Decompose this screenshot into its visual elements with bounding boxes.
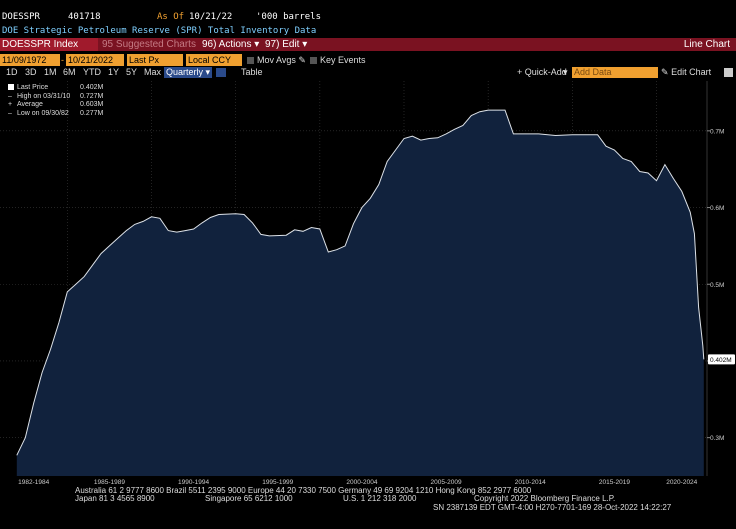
inventory-area: [16, 110, 704, 476]
range-1d-button[interactable]: 1D: [6, 67, 18, 77]
x-tick-label: 2020-2024: [666, 479, 697, 486]
x-tick-label: 2005-2009: [431, 479, 462, 486]
legend-item: – Low on 09/30/82 0.277M: [8, 109, 103, 119]
range-1m-button[interactable]: 1M: [44, 67, 57, 77]
edit-menu[interactable]: 97) Edit ▾: [265, 38, 307, 51]
chevron-down-icon[interactable]: ▾: [563, 67, 568, 77]
legend-label: High on 03/31/10: [17, 92, 71, 100]
start-date-field[interactable]: 11/09/1972: [0, 54, 60, 66]
legend-spacer: –: [8, 109, 12, 117]
x-tick-label: 1985-1989: [94, 479, 125, 486]
chart-legend: Last Price 0.402M – High on 03/31/10 0.727M…: [8, 84, 103, 119]
add-data-input[interactable]: Add Data: [572, 67, 658, 78]
y-tick-label: 0.5M: [710, 282, 724, 289]
settings-icon[interactable]: [724, 68, 733, 77]
y-axis: 0.3M0.4M0.5M0.6M0.7M: [707, 128, 724, 442]
x-tick-label: 1995-1999: [262, 479, 293, 486]
legend-label: Low on 09/30/82: [17, 109, 69, 117]
checkbox-icon: [247, 57, 254, 65]
legend-label: Last Price: [17, 84, 49, 91]
end-date-field[interactable]: 10/21/2022: [66, 54, 124, 66]
footer-copyright: Copyright 2022 Bloomberg Finance L.P.: [474, 494, 616, 503]
line-chart[interactable]: 0.3M0.4M0.5M0.6M0.7M 1982-19841985-19891…: [0, 79, 736, 487]
chart-view-label: Line Chart: [683, 39, 730, 50]
range-6m-button[interactable]: 6M: [63, 67, 76, 77]
table-button[interactable]: Table: [241, 67, 263, 77]
x-axis: 1982-1984 1985-1989 1990-1994 1995-1999 2000…: [18, 479, 698, 486]
last-value-label: 0.402M: [710, 357, 732, 364]
range-5y-button[interactable]: 5Y: [126, 67, 138, 77]
legend-value: 0.402M: [80, 84, 104, 91]
series-description: DOE Strategic Petroleum Reserve (SPR) To…: [2, 26, 317, 36]
units-label: '000 barrels: [256, 12, 322, 22]
series-swatch: [8, 84, 14, 90]
actions-label: 96) Actions: [202, 39, 252, 50]
mov-avgs-label: Mov Avgs: [257, 55, 296, 65]
key-events-toggle[interactable]: Key Events: [310, 54, 366, 66]
x-tick-label: 1982-1984: [18, 479, 49, 486]
footer-us: U.S. 1 212 318 2000: [343, 494, 417, 503]
price-field-select[interactable]: Last Px: [127, 54, 183, 66]
pencil-icon: ✎: [298, 55, 306, 65]
chart-type-icon[interactable]: [216, 68, 226, 77]
chevron-down-icon: ▾: [205, 67, 211, 77]
footer-contacts: Australia 61 2 9777 8600 Brazil 5511 239…: [75, 486, 532, 495]
edit-chart-label: Edit Chart: [671, 67, 712, 77]
footer-japan: Japan 81 3 4565 8900: [75, 494, 155, 503]
legend-item: – High on 03/31/10 0.727M: [8, 92, 103, 102]
legend-value: 0.277M: [80, 109, 104, 117]
y-tick-label: 0.6M: [710, 205, 724, 212]
edit-chart-button[interactable]: ✎ Edit Chart: [661, 67, 711, 78]
last-value-marker: 0.402M: [708, 354, 735, 365]
footer-session: SN 2387139 EDT GMT-4:00 H270-7701-169 28…: [433, 503, 672, 512]
quick-add-button[interactable]: + Quick-Add: [517, 67, 567, 77]
legend-item: Last Price 0.402M: [8, 84, 103, 93]
y-tick-label: 0.7M: [710, 128, 724, 135]
range-controls: 1D 3D 1M 6M YTD 1Y 5Y Max Quarterly ▾ Ta…: [0, 67, 736, 78]
footer-singapore: Singapore 65 6212 1000: [205, 494, 293, 503]
mov-avgs-toggle[interactable]: Mov Avgs ✎: [247, 54, 306, 66]
legend-label: Average: [17, 101, 43, 108]
date-separator: -: [61, 55, 64, 65]
x-tick-label: 2000-2004: [346, 479, 377, 486]
key-events-label: Key Events: [320, 55, 366, 65]
currency-select[interactable]: Local CCY: [186, 54, 242, 66]
legend-spacer: +: [8, 101, 13, 108]
x-tick-label: 2015-2019: [599, 479, 630, 486]
suggested-charts-button[interactable]: 95 Suggested Charts: [102, 39, 196, 50]
y-tick-label: 0.3M: [710, 435, 724, 442]
checkbox-icon: [310, 57, 317, 65]
date-controls: 11/09/1972 - 10/21/2022 Last Px Local CC…: [0, 54, 736, 66]
range-max-button[interactable]: Max: [144, 67, 162, 77]
pencil-icon: ✎: [661, 67, 669, 77]
as-of-label: As Of: [157, 12, 185, 22]
chevron-down-icon: ▾: [302, 39, 308, 50]
frequency-select[interactable]: Quarterly ▾: [164, 67, 212, 78]
x-tick-label: 2010-2014: [515, 479, 546, 486]
x-tick-label: 1990-1994: [178, 479, 209, 486]
legend-value: 0.727M: [80, 92, 104, 100]
last-value: 401718: [68, 12, 101, 22]
actions-menu[interactable]: 96) Actions ▾: [202, 38, 259, 51]
legend-spacer: –: [8, 92, 12, 100]
edit-label: 97) Edit: [265, 39, 300, 50]
legend-item: + Average 0.603M: [8, 101, 103, 110]
range-ytd-button[interactable]: YTD: [83, 67, 101, 77]
ticker-symbol: DOESSPR: [2, 12, 40, 22]
title-bar: DOESSPR Index 95 Suggested Charts 96) Ac…: [0, 38, 736, 51]
range-3d-button[interactable]: 3D: [25, 67, 37, 77]
frequency-label: Quarterly: [166, 67, 204, 77]
chevron-down-icon: ▾: [254, 39, 260, 50]
inventory-line: [16, 109, 705, 456]
last-value-badge: [708, 354, 735, 365]
as-of-date: 10/21/22: [189, 12, 233, 22]
legend-value: 0.603M: [80, 101, 104, 108]
security-field[interactable]: DOESSPR Index: [0, 38, 98, 51]
range-1y-button[interactable]: 1Y: [108, 67, 120, 77]
